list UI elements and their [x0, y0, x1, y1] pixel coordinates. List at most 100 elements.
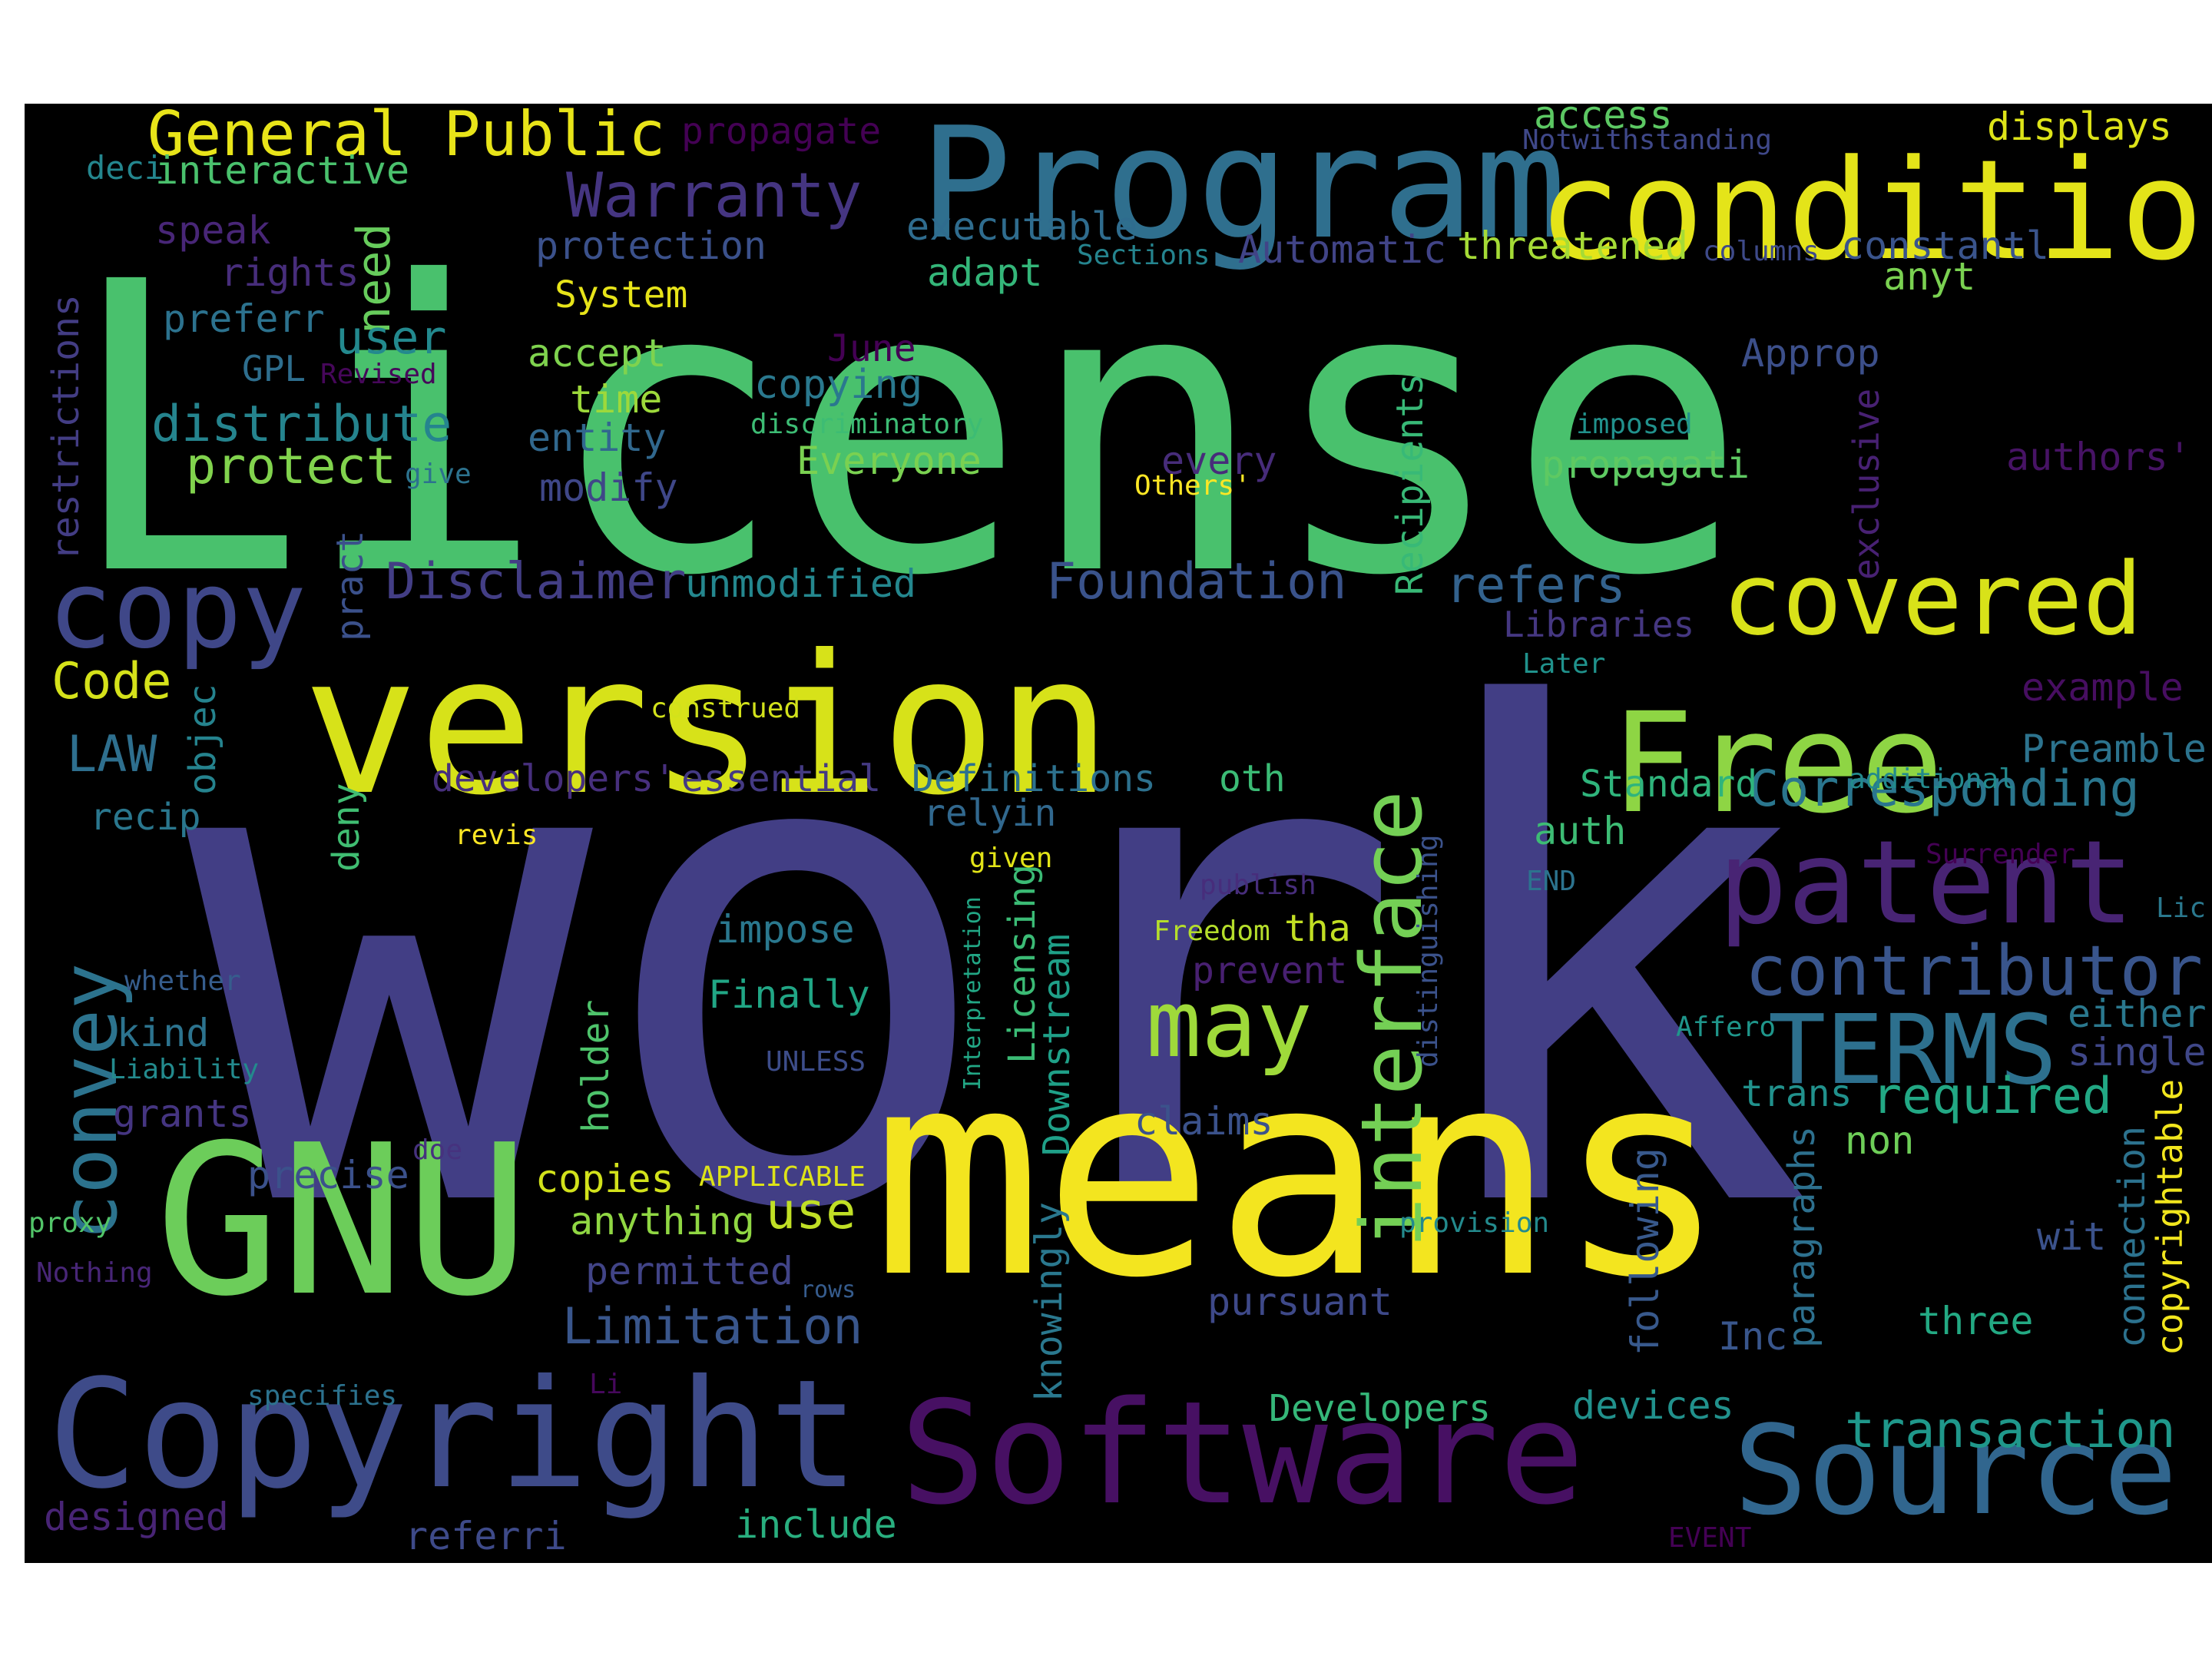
word-distinguishing: distinguishing [1412, 834, 1444, 1068]
word-software: Software [900, 1370, 1585, 1536]
word-specifies: specifies [247, 1380, 398, 1412]
word-single: single [2068, 1030, 2207, 1075]
word-copying: copying [754, 362, 923, 408]
word-referri: referri [405, 1514, 567, 1558]
word-adapt: adapt [927, 250, 1043, 295]
word-connection: connection [2111, 1126, 2154, 1348]
word-additional: additional [1849, 763, 2015, 795]
word-standard: Standard [1580, 763, 1758, 806]
word-free: Free [1611, 684, 1944, 844]
word-gnu: GNU [155, 1100, 530, 1342]
word-recipients: Recipients [1389, 373, 1432, 595]
word-publish: publish [1200, 869, 1316, 901]
word-threatened: threatened [1457, 224, 1689, 268]
word-may: may [1146, 972, 1313, 1078]
word-everyone: Everyone [796, 439, 982, 483]
word-inc: Inc [1718, 1314, 1788, 1359]
word-modify: modify [539, 465, 678, 510]
word-lic: Lic [2156, 892, 2207, 924]
word-downstream: Downstream [1035, 934, 1078, 1156]
word-disclaimer: Disclaimer [386, 553, 687, 611]
word-three: three [1918, 1299, 2034, 1343]
word-program: Program [919, 104, 1567, 273]
word-copies: copies [535, 1157, 674, 1201]
word-constantl: constantl [1841, 224, 2049, 268]
word-restrictions: restrictions [45, 294, 88, 561]
word-deny: deny [325, 783, 368, 872]
word-prevent: prevent [1192, 949, 1348, 992]
word-grants: grants [113, 1091, 252, 1136]
word-anyt: anyt [1883, 254, 1976, 299]
word-version: version [303, 614, 1112, 837]
word-tha: tha [1284, 907, 1351, 950]
word-entity: entity [528, 416, 667, 460]
word-objec: objec [181, 684, 224, 796]
word-law: LAW [67, 726, 157, 783]
word-limitation: Limitation [562, 1298, 863, 1356]
word-revised: Revised [320, 359, 437, 390]
word-interactive: interactive [155, 148, 410, 193]
word-holder: holder [575, 999, 618, 1133]
word-authors: authors' [2006, 435, 2191, 479]
word-protect: protect [186, 438, 396, 495]
word-means: means [872, 1010, 1727, 1340]
word-executable: executable [906, 204, 1138, 249]
word-non: non [1845, 1118, 1915, 1163]
word-example: example [2022, 665, 2184, 710]
word-designed: designed [44, 1495, 229, 1539]
word-unless: UNLESS [766, 1046, 866, 1078]
word-kind: kind [117, 1011, 210, 1055]
word-paragraphs: paragraphs [1780, 1126, 1823, 1348]
word-refers: refers [1445, 557, 1626, 614]
word-finally: Finally [708, 972, 870, 1017]
word-anything: anything [570, 1199, 755, 1243]
word-rows: rows [800, 1277, 856, 1303]
word-propagati: propagati [1541, 442, 1750, 487]
word-whether: whether [124, 965, 241, 997]
word-protection: protection [535, 224, 767, 268]
word-provision: provision [1399, 1207, 1550, 1239]
word-surrender: Surrender [1926, 839, 2076, 870]
word-others: Others' [1134, 470, 1251, 502]
word-every: every [1161, 439, 1277, 483]
word-distribute: distribute [151, 396, 452, 453]
word-rights: rights [220, 250, 359, 295]
word-wit: wit [2037, 1214, 2107, 1259]
word-copy: copy [48, 548, 307, 673]
word-essential: essential [681, 757, 882, 800]
word-required: required [1872, 1068, 2113, 1125]
word-developers: Developers [1269, 1387, 1491, 1430]
word-end: END [1526, 866, 1577, 897]
word-libraries: Libraries [1503, 604, 1695, 645]
word-li: Li [589, 1369, 623, 1400]
word-liability: Liability [109, 1054, 260, 1085]
word-knowingly: knowingly [1028, 1201, 1071, 1402]
word-imposed: imposed [1576, 409, 1693, 440]
word-trans: trans [1741, 1072, 1853, 1115]
word-affero: Affero [1676, 1012, 1777, 1043]
word-cloud: License work means version Program condi… [25, 104, 2212, 1563]
word-freedom: Freedom [1154, 916, 1270, 947]
word-warranty: Warranty [566, 160, 863, 231]
word-event: EVENT [1668, 1522, 1752, 1554]
word-license: License [65, 197, 1748, 663]
word-definitions: Definitions [912, 757, 1156, 800]
word-oth: oth [1219, 757, 1286, 800]
word-include: include [735, 1502, 897, 1547]
word-speak: speak [155, 208, 271, 253]
word-give: give [405, 459, 472, 490]
word-preamble: Preamble [2022, 727, 2207, 771]
word-displays: displays [1987, 104, 2172, 149]
word-unmodified: unmodified [685, 561, 917, 606]
word-columns: columns [1703, 236, 1820, 267]
word-pursuant: pursuant [1207, 1280, 1392, 1324]
word-source: Source [1734, 1399, 2177, 1542]
word-given: given [969, 843, 1053, 874]
word-exclusive: exclusive [1846, 388, 1887, 580]
word-time: time [570, 377, 663, 422]
word-approp: Approp [1741, 331, 1880, 376]
word-sections: Sections [1077, 240, 1210, 271]
word-claims: claims [1134, 1099, 1273, 1144]
word-automatic: Automatic [1238, 227, 1446, 272]
word-construed: construed [651, 693, 801, 724]
